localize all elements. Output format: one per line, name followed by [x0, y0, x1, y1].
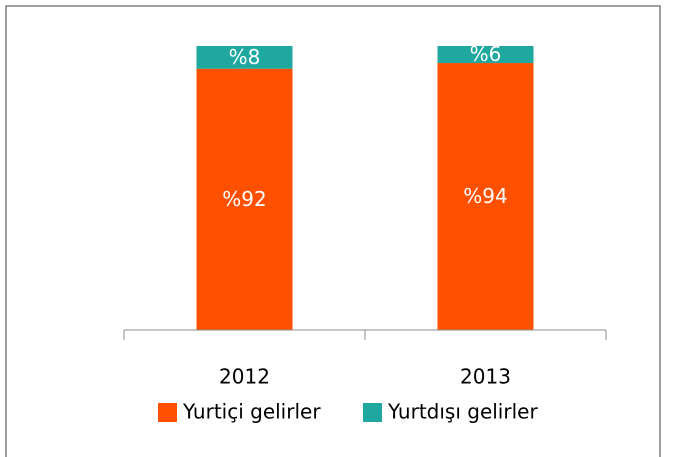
value-label: %8: [229, 45, 261, 69]
legend-label: Yurtdışı gelirler: [387, 400, 538, 424]
value-label: %6: [470, 42, 502, 66]
legend-label: Yurtiçi gelirler: [182, 400, 321, 424]
bar-segment: [437, 46, 534, 64]
x-tick-label: 2012: [219, 365, 270, 389]
frame: [5, 5, 661, 457]
bar-segment: [196, 68, 293, 330]
x-tick-label: 2013: [460, 365, 511, 389]
legend-swatch: [363, 403, 382, 422]
bar-segment: [437, 63, 534, 330]
legend-swatch: [158, 403, 177, 422]
value-label: %92: [222, 187, 266, 211]
bar-segment: [196, 46, 293, 69]
value-label: %94: [463, 184, 507, 208]
